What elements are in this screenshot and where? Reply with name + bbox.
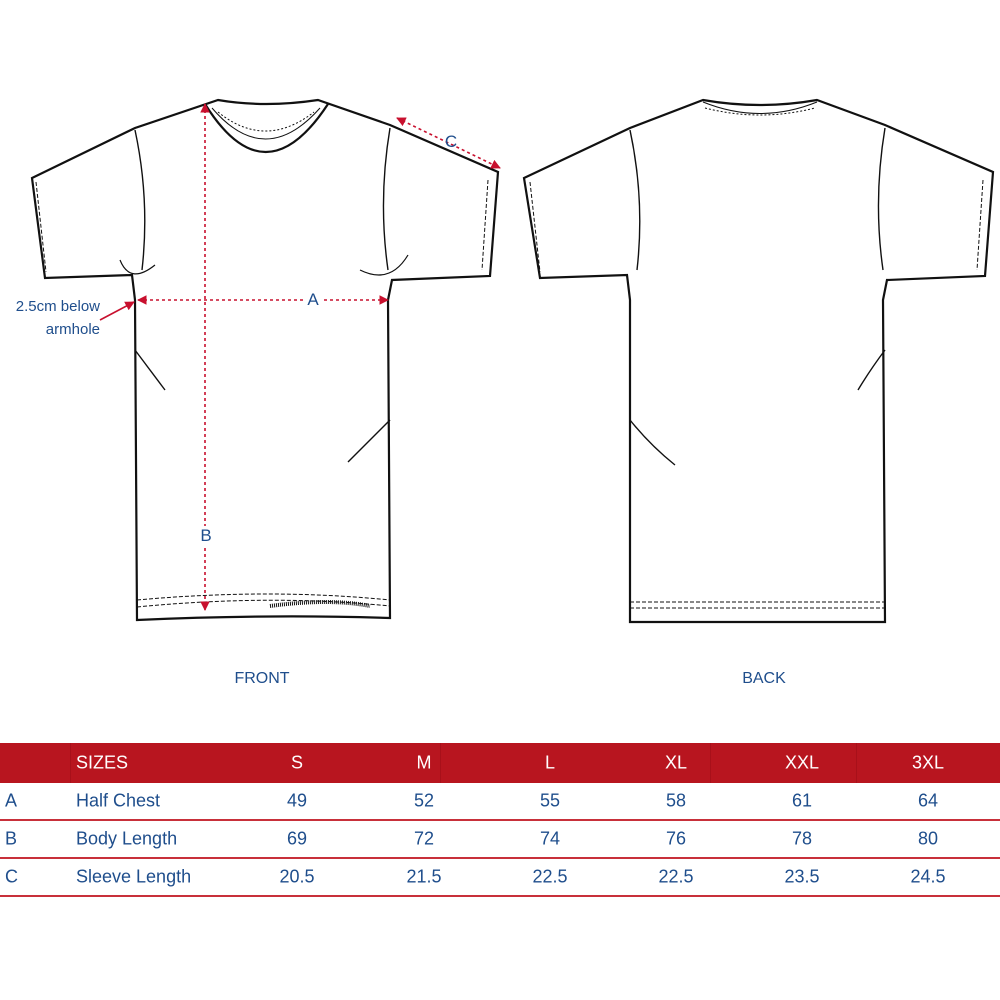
row-label: Sleeve Length [76, 866, 192, 887]
table-cell: 21.5 [406, 866, 442, 887]
armhole-note: 2.5cm below armhole [4, 295, 100, 341]
table-row: B Body Length 69 72 74 76 78 80 [0, 821, 1000, 859]
row-key: B [5, 828, 18, 849]
table-cell: 23.5 [784, 866, 820, 887]
back-shirt [522, 98, 995, 624]
table-row: A Half Chest 49 52 55 58 61 64 [0, 783, 1000, 821]
table-cell: 80 [917, 828, 939, 849]
note-line: 2.5cm below [15, 298, 100, 315]
table-cell: 24.5 [910, 866, 946, 887]
table-header: SIZES S M L XL XXL 3XL [0, 743, 1000, 783]
table-cell: 55 [539, 790, 561, 811]
row-key: C [5, 866, 18, 887]
header-size: M [416, 752, 432, 773]
table-cell: 69 [286, 828, 308, 849]
header-size: XL [664, 752, 688, 773]
table-cell: 52 [413, 790, 435, 811]
table-cell: 61 [791, 790, 813, 811]
table-cell: 20.5 [279, 866, 315, 887]
row-key: A [5, 790, 18, 811]
table-cell: 78 [791, 828, 813, 849]
label-b: B [200, 526, 212, 546]
row-label: Body Length [76, 828, 178, 849]
row-label: Half Chest [76, 790, 161, 811]
table-cell: 74 [539, 828, 561, 849]
pointer-arrow [99, 301, 135, 321]
arrow-c [396, 117, 501, 169]
table-cell: 64 [917, 790, 939, 811]
front-label: FRONT [234, 670, 290, 687]
table-cell: 22.5 [532, 866, 568, 887]
table-cell: 58 [665, 790, 687, 811]
tshirt-illustrations [30, 98, 995, 624]
table-cell: 22.5 [658, 866, 694, 887]
label-c: C [444, 132, 458, 151]
label-a: A [304, 290, 322, 310]
note-line: armhole [45, 321, 100, 338]
measurement-arrows [99, 103, 501, 611]
header-size: L [544, 752, 556, 773]
table-cell: 49 [286, 790, 308, 811]
size-table: SIZES S M L XL XXL 3XL A Half Chest 49 52 55… [0, 743, 1000, 897]
header-size: 3XL [911, 752, 945, 773]
header-size: XXL [784, 752, 820, 773]
table-cell: 76 [665, 828, 687, 849]
front-shirt [30, 98, 500, 622]
header-sizes: SIZES [76, 752, 129, 773]
table-row: C Sleeve Length 20.5 21.5 22.5 22.5 23.5 24.5 [0, 859, 1000, 897]
back-label: BACK [742, 670, 786, 687]
table-cell: 72 [413, 828, 435, 849]
header-size: S [290, 752, 304, 773]
